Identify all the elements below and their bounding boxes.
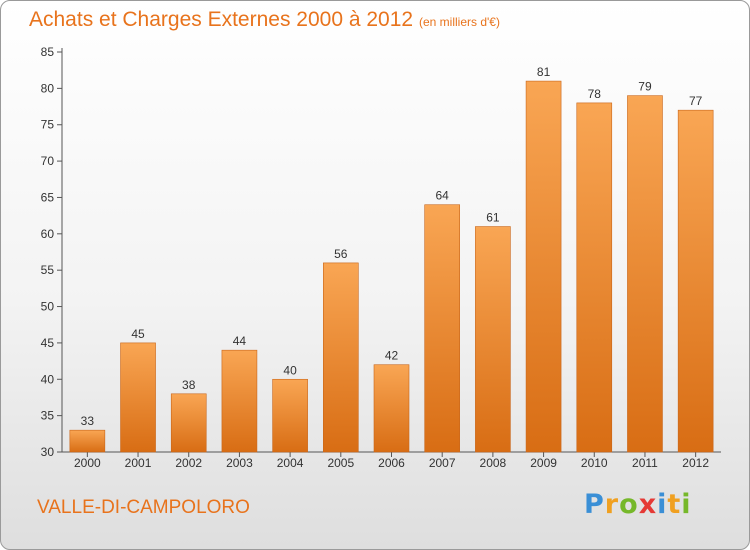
x-tick-label: 2002 — [175, 456, 202, 470]
logo-letter: t — [667, 489, 682, 520]
x-tick-label: 2008 — [480, 456, 507, 470]
bar-value-label: 79 — [638, 80, 652, 94]
logo-letter: i — [657, 489, 668, 520]
bar-value-label: 42 — [385, 349, 399, 363]
bar[interactable] — [424, 204, 460, 453]
y-tick-label: 50 — [41, 300, 55, 314]
bar-value-label: 40 — [283, 363, 297, 377]
chart-title: Achats et Charges Externes 2000 à 2012 — [29, 8, 414, 31]
bar[interactable] — [576, 102, 613, 453]
y-tick-label: 60 — [41, 227, 55, 241]
logo-letter: i — [681, 489, 692, 520]
bar-value-label: 45 — [131, 327, 145, 341]
bar[interactable] — [170, 393, 207, 453]
logo-letter: o — [619, 489, 639, 520]
x-tick-label: 2004 — [277, 456, 304, 470]
x-tick-label: 2001 — [125, 456, 152, 470]
bar[interactable] — [69, 429, 106, 453]
bar[interactable] — [272, 378, 308, 453]
bar-value-label: 56 — [334, 247, 348, 261]
bar-value-label: 38 — [182, 378, 196, 392]
chart-subtitle: (en milliers d'€) — [419, 15, 500, 29]
x-tick-label: 2003 — [226, 456, 253, 470]
proxiti-logo[interactable]: Proxiti — [584, 489, 692, 520]
logo-letter: r — [604, 489, 620, 520]
bar-value-label: 44 — [233, 334, 247, 348]
x-tick-label: 2012 — [682, 456, 709, 470]
bar-value-label: 33 — [81, 414, 95, 428]
y-tick-label: 75 — [41, 118, 55, 132]
bar-value-label: 61 — [486, 211, 500, 225]
bar[interactable] — [221, 349, 258, 453]
bar[interactable] — [120, 342, 156, 453]
y-tick-label: 85 — [41, 45, 55, 59]
bar-value-label: 64 — [436, 189, 450, 203]
bar[interactable] — [677, 109, 714, 453]
bar[interactable] — [323, 262, 359, 453]
bar-value-label: 77 — [689, 94, 703, 108]
bar[interactable] — [475, 226, 511, 453]
bar-value-label: 78 — [588, 87, 602, 101]
y-tick-label: 30 — [41, 445, 55, 459]
x-tick-label: 2009 — [530, 456, 557, 470]
bar[interactable] — [373, 364, 410, 453]
logo-letter: x — [638, 489, 658, 520]
x-tick-label: 2006 — [378, 456, 405, 470]
bar[interactable] — [525, 80, 562, 453]
y-tick-label: 80 — [41, 81, 55, 95]
logo-letter: P — [584, 489, 605, 520]
y-tick-label: 40 — [41, 372, 55, 386]
y-tick-label: 35 — [41, 409, 55, 423]
x-tick-label: 2000 — [74, 456, 101, 470]
commune-name: VALLE-DI-CAMPOLORO — [37, 497, 250, 518]
y-tick-label: 70 — [41, 154, 55, 168]
x-tick-label: 2005 — [327, 456, 354, 470]
bar-value-label: 81 — [537, 65, 551, 79]
y-tick-label: 45 — [41, 336, 55, 350]
y-tick-label: 55 — [41, 263, 55, 277]
x-tick-label: 2007 — [429, 456, 456, 470]
x-tick-label: 2011 — [632, 456, 658, 470]
y-tick-label: 65 — [41, 190, 55, 204]
bar[interactable] — [627, 95, 663, 453]
x-tick-label: 2010 — [581, 456, 608, 470]
